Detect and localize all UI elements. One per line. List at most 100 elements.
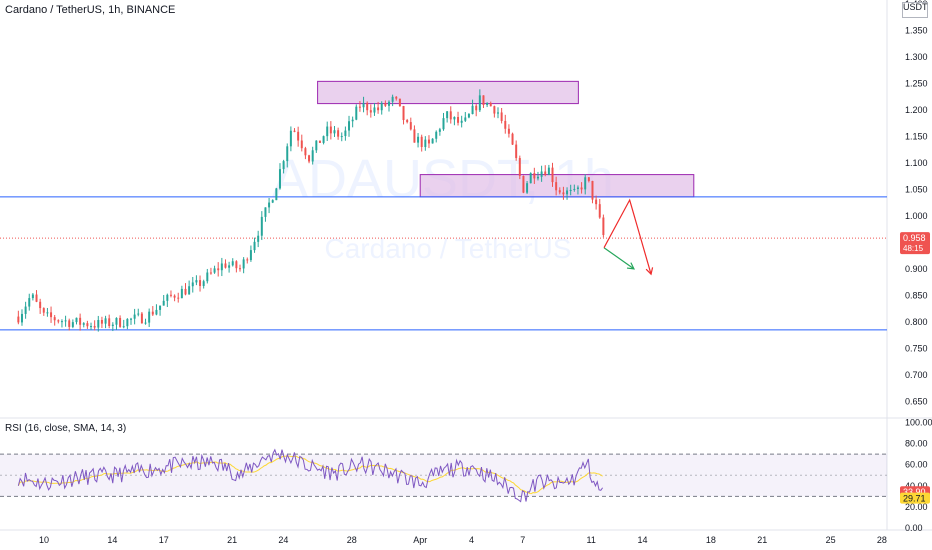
candle-body: [253, 241, 256, 251]
candle-body: [308, 155, 311, 162]
candle-body: [595, 199, 598, 205]
candle-body: [155, 309, 158, 315]
candle-body: [395, 96, 398, 99]
candle-body: [497, 112, 500, 114]
price-tick-label: 1.050: [905, 184, 928, 194]
candle-body: [166, 294, 169, 301]
candle-body: [268, 202, 271, 208]
candle-body: [366, 102, 369, 111]
candle-body: [184, 288, 187, 295]
candle-body: [220, 263, 223, 271]
candle-body: [180, 288, 183, 299]
candle-body: [464, 117, 467, 121]
candle-body: [217, 268, 220, 271]
candle-body: [348, 121, 351, 131]
candle-body: [286, 146, 289, 162]
candle-body: [489, 103, 492, 107]
price-tick-label: 1.250: [905, 78, 928, 88]
candle-body: [322, 136, 325, 143]
candle-body: [518, 158, 521, 176]
candle-body: [104, 318, 107, 324]
price-tick-label: 1.200: [905, 105, 928, 115]
time-tick-label: 21: [227, 535, 237, 545]
candle-body: [111, 324, 114, 326]
candle-body: [486, 103, 489, 106]
time-tick-label: 28: [347, 535, 357, 545]
candle-body: [315, 140, 318, 151]
rsi-band: [0, 454, 887, 497]
candle-body: [228, 265, 231, 268]
candle-body: [417, 136, 420, 143]
candle-body: [260, 216, 263, 236]
candle-body: [242, 259, 245, 269]
candle-body: [504, 120, 507, 129]
candle-body: [507, 128, 510, 134]
candle-body: [580, 187, 583, 190]
candle-body: [471, 105, 474, 115]
candle-body: [195, 280, 198, 283]
price-tick-label: 1.000: [905, 211, 928, 221]
candle-body: [438, 129, 441, 132]
candle-body: [264, 207, 267, 217]
price-tick-label: 0.750: [905, 343, 928, 353]
green-arrowhead: [626, 262, 635, 270]
candle-body: [380, 102, 383, 111]
candle-body: [511, 133, 514, 145]
green-projection-path: [603, 247, 635, 270]
candle-body: [391, 96, 394, 102]
candle-body: [209, 272, 212, 274]
candle-body: [475, 105, 478, 111]
candle-body: [478, 95, 481, 111]
candle-body: [344, 130, 347, 137]
candle-body: [431, 138, 434, 144]
rsi-tick-label: 20.00: [905, 502, 928, 512]
red-projection-path: [603, 198, 652, 275]
symbol-header: Cardano / TetherUS, 1h, BINANCE: [5, 4, 176, 16]
red-arrowhead: [645, 267, 654, 276]
candle-body: [199, 280, 202, 286]
candle-body: [297, 131, 300, 141]
candle-body: [358, 106, 361, 108]
candle-body: [551, 167, 554, 183]
price-tick-label: 0.850: [905, 290, 928, 300]
price-tag-box: [900, 232, 930, 255]
candle-body: [177, 297, 180, 299]
candle-body: [224, 263, 227, 268]
candle-body: [304, 148, 307, 156]
time-tick-label: 21: [757, 535, 767, 545]
price-tick-label: 0.700: [905, 370, 928, 380]
candle-body: [129, 318, 132, 320]
currency-label[interactable]: USDT: [902, 2, 928, 18]
rsi-header: RSI (16, close, SMA, 14, 3): [5, 423, 127, 434]
candle-body: [68, 320, 71, 327]
candle-body: [540, 171, 543, 177]
candle-body: [278, 169, 281, 189]
candle-body: [275, 188, 278, 201]
time-tick-label: 18: [706, 535, 716, 545]
candle-body: [547, 167, 550, 175]
candle-body: [122, 326, 125, 328]
candle-body: [435, 131, 438, 139]
candle-body: [340, 136, 343, 138]
candle-body: [562, 192, 565, 195]
candle-body: [522, 175, 525, 193]
candle-body: [591, 180, 594, 200]
candle-body: [500, 112, 503, 121]
candle-body: [257, 235, 260, 242]
price-tag-value: 0.958: [903, 233, 926, 243]
candle-body: [42, 308, 45, 313]
candle-body: [75, 317, 78, 323]
candle-body: [311, 150, 314, 162]
candle-body: [140, 313, 143, 324]
candle-body: [64, 320, 67, 322]
candle-body: [86, 323, 89, 327]
candle-body: [326, 126, 329, 137]
rsi-sma-label: 29.71: [903, 494, 926, 504]
candle-body: [28, 298, 31, 307]
rsi-tick-label: 40.00: [905, 481, 928, 491]
candle-body: [24, 306, 27, 314]
candle-body: [239, 268, 242, 270]
zone-rect: [317, 80, 579, 105]
candle-body: [373, 107, 376, 113]
